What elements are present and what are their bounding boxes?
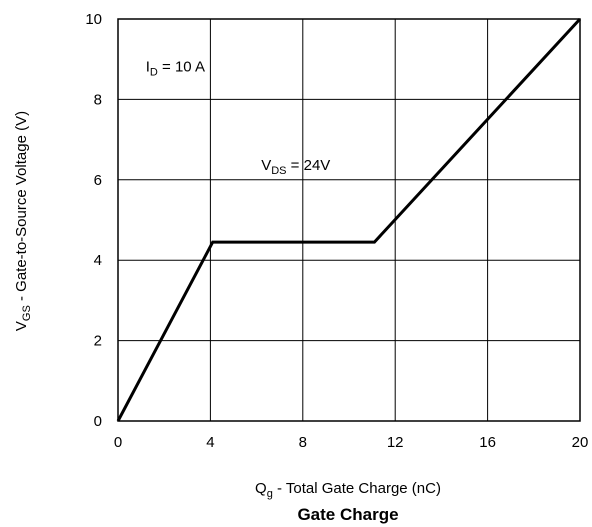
- y-tick-labels: 0 2 4 6 8 10: [85, 11, 102, 430]
- y-tick-label: 8: [94, 91, 102, 108]
- chart-title: Gate Charge: [297, 505, 398, 524]
- grid: [118, 19, 580, 421]
- series-line: [116, 17, 582, 422]
- y-tick-label: 10: [85, 11, 102, 28]
- x-axis-label: Qg - Total Gate Charge (nC): [255, 480, 441, 500]
- x-tick-label: 4: [206, 434, 214, 451]
- y-tick-label: 0: [94, 413, 102, 430]
- x-tick-label: 20: [572, 434, 589, 451]
- x-tick-label: 8: [299, 434, 307, 451]
- x-tick-label: 12: [387, 434, 404, 451]
- x-tick-label: 16: [479, 434, 496, 451]
- y-tick-label: 2: [94, 333, 102, 350]
- y-tick-label: 6: [94, 172, 102, 189]
- x-tick-label: 0: [114, 434, 122, 451]
- y-tick-label: 4: [94, 252, 102, 269]
- annotations: ID = 10 A VDS = 24V: [146, 58, 331, 176]
- annotation-label: ID = 10 A: [146, 58, 205, 78]
- series-layer: [116, 17, 582, 422]
- annotation-label: VDS = 24V: [261, 157, 330, 177]
- plot-frame: [117, 18, 581, 422]
- y-axis-label: VGS - Gate-to-Source Voltage (V): [13, 111, 33, 331]
- plot-border: [117, 18, 581, 422]
- x-tick-labels: 0 4 8 12 16 20: [114, 434, 589, 451]
